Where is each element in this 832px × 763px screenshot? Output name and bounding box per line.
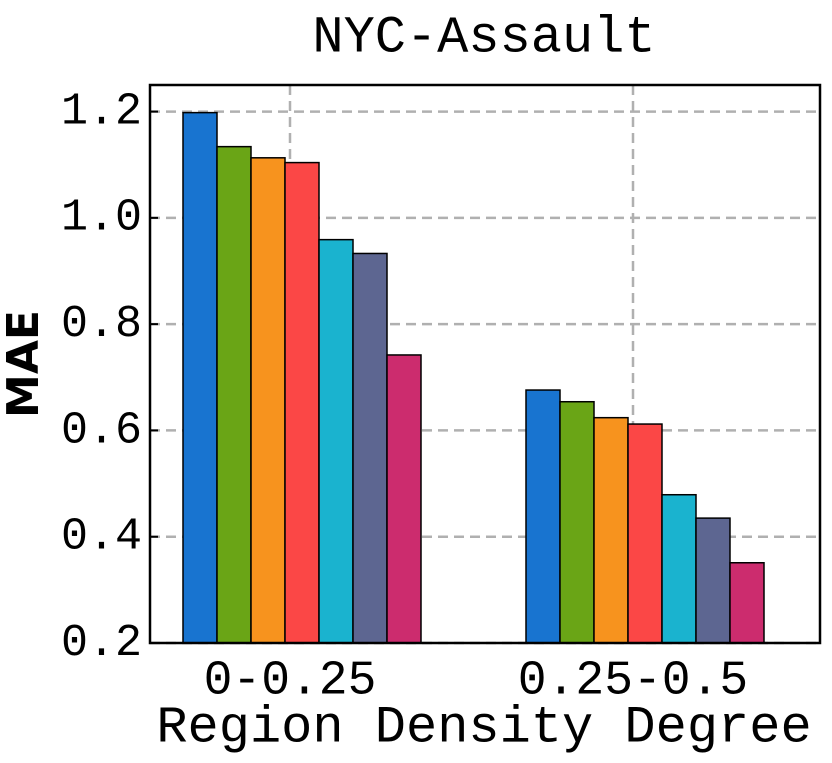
y-tick-label: 0.2 (61, 618, 142, 669)
bar (559, 400, 595, 644)
y-tick-label: 0.6 (61, 405, 142, 456)
bar (182, 111, 218, 644)
y-tick-label: 1.0 (61, 193, 142, 244)
y-tick-label: 0.4 (61, 512, 142, 563)
bar (729, 562, 765, 644)
bar (284, 161, 320, 644)
bar (593, 416, 629, 644)
x-tick-label: 0-0.25 (204, 655, 377, 709)
bar (216, 145, 252, 644)
bar (386, 354, 422, 644)
chart-title: NYC-Assault (312, 9, 655, 68)
plot-frame (148, 83, 822, 645)
x-axis-label: Region Density Degree (156, 699, 811, 758)
bar (661, 493, 697, 644)
bar (695, 517, 731, 644)
bar (525, 389, 561, 644)
y-tick-label: 1.2 (61, 86, 142, 137)
bar (250, 157, 286, 644)
bar (352, 252, 388, 644)
bar (318, 238, 354, 644)
y-axis-label: MAE (0, 310, 49, 418)
bar (627, 423, 663, 644)
x-tick-label: 0.25-0.5 (518, 655, 748, 709)
y-tick-label: 0.8 (61, 299, 142, 350)
